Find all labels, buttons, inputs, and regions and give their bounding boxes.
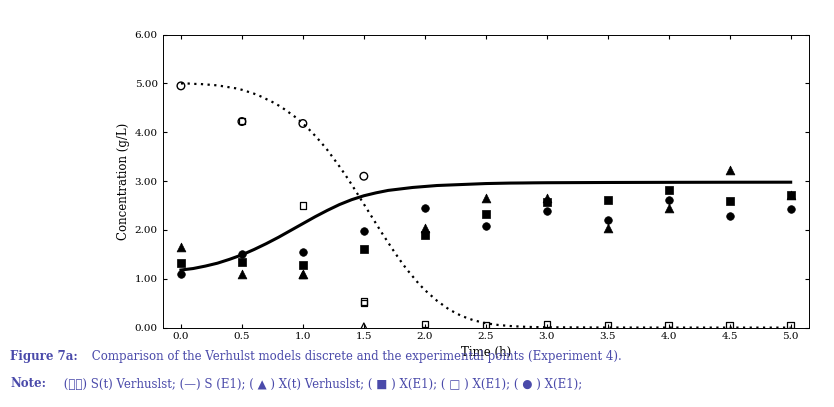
Point xyxy=(418,224,431,231)
Text: (⋯⋯) S(t) Verhuslst; (—) S (E1); ( ▲ ) X(t) Verhuslst; ( ■ ) X(E1); ( □ ) X(E1);: (⋯⋯) S(t) Verhuslst; (—) S (E1); ( ▲ ) X… xyxy=(60,377,582,390)
Point xyxy=(357,300,370,306)
Point xyxy=(296,271,309,278)
Point xyxy=(357,324,370,330)
Point xyxy=(296,120,309,127)
Point xyxy=(601,217,615,223)
Point xyxy=(235,251,249,258)
Point xyxy=(540,195,554,201)
Point xyxy=(784,322,797,328)
Point xyxy=(723,167,736,174)
Point xyxy=(174,83,188,89)
Point xyxy=(479,210,492,217)
Point xyxy=(784,192,797,198)
Point xyxy=(357,298,370,305)
Point xyxy=(174,244,188,250)
Point xyxy=(418,232,431,238)
Y-axis label: Concentration (g/L): Concentration (g/L) xyxy=(118,123,130,240)
Point xyxy=(479,195,492,201)
Point xyxy=(357,246,370,253)
Point xyxy=(296,271,309,277)
Point xyxy=(662,205,676,211)
Point xyxy=(235,271,249,277)
Point xyxy=(174,259,188,266)
Point xyxy=(662,197,676,203)
Text: Comparison of the Verhulst models discrete and the experimental points (Experime: Comparison of the Verhulst models discre… xyxy=(88,350,621,363)
Point xyxy=(601,224,615,231)
Point xyxy=(540,321,554,328)
Point xyxy=(784,206,797,213)
Point xyxy=(479,223,492,229)
Point xyxy=(235,118,249,125)
Point xyxy=(235,118,249,124)
Point xyxy=(235,258,249,265)
Point xyxy=(784,192,797,198)
Point xyxy=(174,271,188,277)
Point xyxy=(723,197,736,204)
Point xyxy=(357,228,370,234)
Point xyxy=(540,198,554,205)
Point xyxy=(723,322,736,328)
Point xyxy=(601,322,615,328)
Text: Figure 7a:: Figure 7a: xyxy=(10,350,78,363)
Point xyxy=(357,173,370,179)
X-axis label: Time (h): Time (h) xyxy=(460,346,511,359)
Point xyxy=(296,249,309,255)
Text: Note:: Note: xyxy=(10,377,46,390)
Point xyxy=(296,202,309,209)
Point xyxy=(296,262,309,268)
Point xyxy=(601,197,615,203)
Point xyxy=(418,321,431,328)
Point xyxy=(418,205,431,211)
Point xyxy=(662,322,676,328)
Point xyxy=(723,213,736,219)
Point xyxy=(540,208,554,214)
Point xyxy=(479,322,492,328)
Point xyxy=(662,187,676,193)
